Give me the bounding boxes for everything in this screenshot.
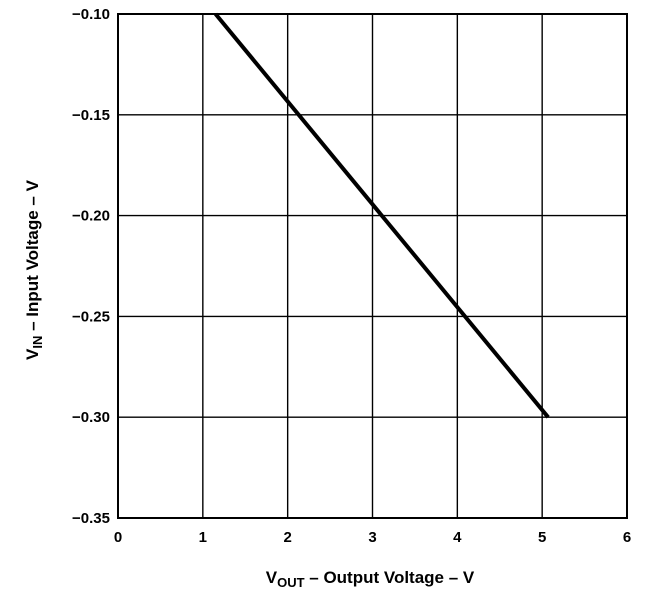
x-tick-label: 3 [368,529,376,546]
y-tick-label: −0.15 [72,107,110,124]
x-axis-title-main: V [266,568,278,587]
x-axis-title: VOUT – Output Voltage – V [266,568,475,589]
series-line [214,12,550,419]
x-tick-label: 1 [199,529,207,546]
y-tick-label: −0.25 [72,308,110,325]
y-tick-label: −0.30 [72,409,110,426]
y-tick-label: −0.35 [72,510,110,527]
x-tick-labels: 0 1 2 3 4 5 6 [114,529,631,546]
x-tick-label: 4 [453,529,462,546]
x-tick-label: 2 [283,529,291,546]
plot-frame [117,13,628,519]
x-tick-label: 5 [538,529,546,546]
x-tick-label: 6 [623,529,631,546]
y-axis-title: VIN – Input Voltage – V [23,179,45,360]
y-axis-title-main: V [23,348,42,360]
x-axis-title-rest: – Output Voltage – V [305,568,475,587]
y-tick-labels: −0.10 −0.15 −0.20 −0.25 −0.30 −0.35 [72,6,110,527]
x-tick-label: 0 [114,529,122,546]
x-axis-title-subscript: OUT [277,575,305,589]
y-tick-label: −0.20 [72,208,110,225]
grid [118,14,627,518]
series-layer [214,12,550,419]
y-axis-title-rest: – Input Voltage – V [23,179,42,335]
y-axis-title-subscript: IN [30,336,45,349]
y-tick-label: −0.10 [72,6,110,23]
